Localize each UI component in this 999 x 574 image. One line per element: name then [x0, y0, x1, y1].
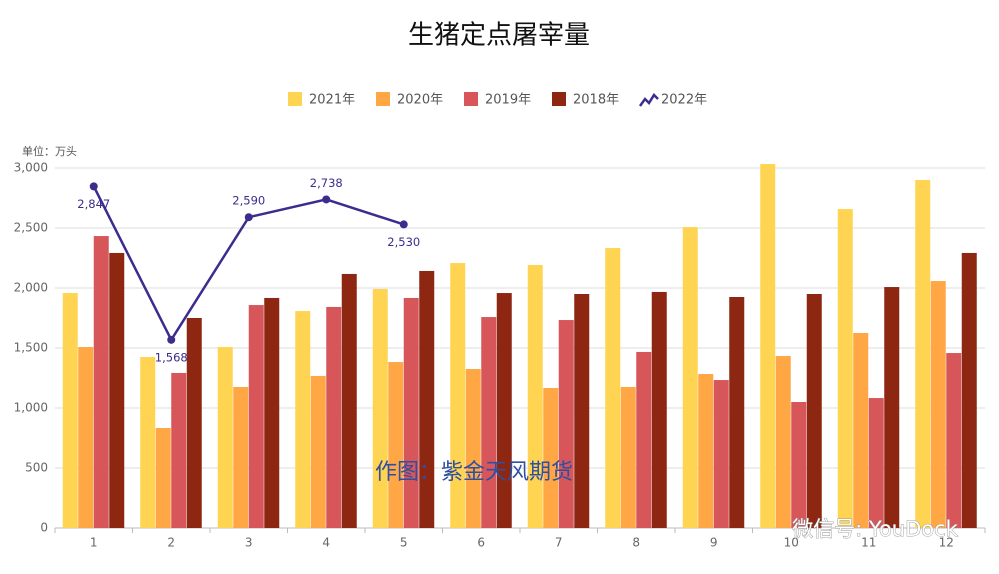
y-tick-label: 0	[40, 521, 48, 535]
bar	[264, 297, 280, 528]
bar	[481, 317, 497, 528]
bar	[853, 333, 869, 528]
bar	[713, 380, 729, 528]
x-tick-label: 2	[167, 536, 175, 550]
bar	[729, 297, 745, 528]
legend-swatch	[638, 93, 659, 107]
legend-label: 2018年	[573, 93, 619, 108]
chart-title: 生猪定点屠宰量	[408, 21, 590, 51]
bar	[217, 347, 233, 528]
bar	[403, 297, 419, 528]
x-tick-label: 9	[710, 536, 718, 550]
bar	[682, 227, 698, 529]
bar	[372, 288, 388, 528]
bar	[326, 306, 342, 528]
legend-swatch	[288, 92, 302, 106]
bar	[496, 293, 512, 528]
line-point	[89, 182, 98, 191]
line-point	[167, 335, 176, 344]
bar	[140, 357, 156, 528]
bar	[915, 180, 931, 528]
legend-swatch	[464, 92, 478, 106]
bar	[930, 281, 946, 528]
data-label: 2,847	[77, 197, 110, 211]
legend-label: 2021年	[309, 93, 355, 108]
bar	[837, 209, 853, 529]
bar	[465, 369, 481, 528]
bar	[93, 236, 109, 529]
bar	[558, 320, 574, 528]
bar	[884, 287, 900, 528]
bar	[636, 351, 652, 528]
bar	[450, 263, 466, 528]
y-tick-label: 1,000	[14, 401, 48, 415]
x-tick-label: 12	[939, 536, 954, 550]
y-tick-label: 3,000	[14, 161, 48, 175]
legend-label: 2022年	[661, 93, 707, 108]
y-tick-label: 2,000	[14, 281, 48, 295]
bar	[543, 387, 559, 528]
x-tick-label: 3	[245, 536, 253, 550]
bar	[775, 356, 791, 528]
y-tick-label: 500	[25, 461, 48, 475]
bar	[186, 318, 202, 528]
legend-label: 2019年	[485, 93, 531, 108]
line-point	[322, 195, 331, 204]
bar	[341, 273, 357, 528]
bar	[78, 347, 94, 528]
bar	[295, 311, 311, 528]
line-point	[399, 220, 408, 229]
bar	[109, 252, 125, 528]
bar	[698, 374, 714, 528]
bar	[961, 252, 977, 528]
bar	[605, 248, 621, 529]
bar	[946, 353, 962, 528]
bar	[806, 294, 822, 528]
legend-swatch	[376, 92, 390, 106]
y-tick-label: 2,500	[14, 221, 48, 235]
bar	[651, 291, 667, 528]
x-tick-label: 8	[632, 536, 640, 550]
legend-swatch	[552, 92, 566, 106]
legend-label: 2020年	[397, 93, 443, 108]
bar	[791, 402, 807, 528]
bar	[620, 387, 636, 528]
bar	[760, 164, 776, 529]
x-tick-label: 6	[477, 536, 485, 550]
watermark: 作图：紫金天风期货	[375, 460, 573, 485]
line-point	[244, 213, 253, 222]
data-label: 2,530	[387, 235, 420, 249]
y-tick-label: 1,500	[14, 341, 48, 355]
data-label: 2,590	[232, 194, 265, 208]
watermark: 微信号: YouDock	[792, 517, 959, 541]
bar	[868, 398, 884, 528]
bar	[419, 270, 435, 528]
bar	[527, 264, 543, 528]
x-tick-label: 4	[322, 536, 330, 550]
bar	[155, 428, 171, 528]
bar	[233, 387, 249, 528]
data-label: 1,568	[155, 350, 188, 364]
data-label: 2,738	[310, 176, 343, 190]
x-tick-label: 1	[90, 536, 98, 550]
x-tick-label: 5	[400, 536, 408, 550]
bar	[574, 294, 590, 528]
x-tick-label: 7	[555, 536, 563, 550]
bar	[310, 375, 326, 528]
bar	[171, 372, 187, 528]
bar	[388, 362, 404, 528]
x-tick-label: 10	[784, 536, 799, 550]
y-unit-label: 单位：万头	[22, 144, 77, 158]
bar	[62, 293, 78, 528]
bar	[248, 305, 264, 528]
x-tick-label: 11	[861, 536, 876, 550]
